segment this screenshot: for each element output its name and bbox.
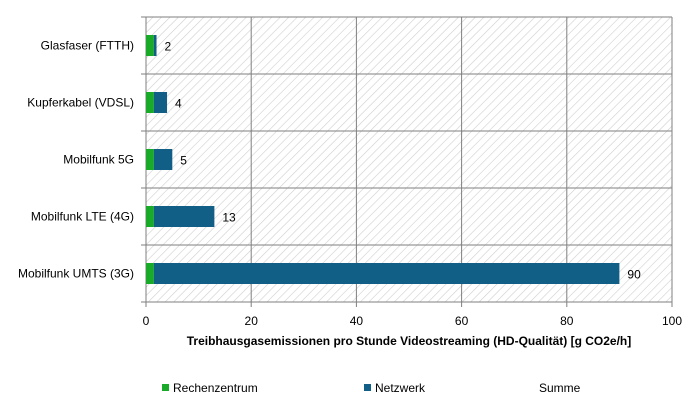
legend: Rechenzentrum Netzwerk Summe	[162, 381, 581, 395]
legend-label: Netzwerk	[375, 381, 426, 395]
bar-rechenzentrum	[146, 263, 154, 284]
bar-netzwerk	[153, 206, 215, 227]
category-label: Glasfaser (FTTH)	[41, 39, 134, 53]
x-tick-label: 20	[245, 314, 259, 328]
x-axis-title: Treibhausgasemissionen pro Stunde Videos…	[187, 334, 632, 348]
category-label: Kupferkabel (VDSL)	[27, 96, 134, 110]
x-tick-label: 100	[662, 314, 682, 328]
labels: 0 20 40 60 80 100 Glasfaser (FTTH) 2 Kupferkabel…	[18, 39, 682, 329]
total-label: 2	[165, 40, 172, 54]
x-tick-label: 0	[143, 314, 150, 328]
bar-netzwerk	[153, 263, 620, 284]
bar-rechenzentrum	[146, 206, 154, 227]
total-label: 5	[180, 154, 187, 168]
bars	[146, 35, 620, 284]
bar-netzwerk	[153, 92, 168, 113]
bar-rechenzentrum	[146, 149, 154, 170]
total-label: 4	[175, 97, 182, 111]
x-tick-label: 60	[455, 314, 469, 328]
legend-label: Rechenzentrum	[173, 381, 258, 395]
category-label: Mobilfunk 5G	[63, 153, 134, 167]
x-tick-label: 80	[560, 314, 574, 328]
x-tick-label: 40	[350, 314, 364, 328]
legend-swatch	[162, 384, 169, 391]
category-label: Mobilfunk LTE (4G)	[31, 210, 134, 224]
bar-netzwerk	[153, 35, 157, 56]
total-label: 13	[222, 211, 236, 225]
total-label: 90	[627, 268, 641, 282]
legend-swatch	[364, 384, 371, 391]
legend-label: Summe	[539, 381, 581, 395]
bar-rechenzentrum	[146, 92, 154, 113]
plot-area-background	[146, 17, 672, 302]
bar-rechenzentrum	[146, 35, 154, 56]
bar-netzwerk	[153, 149, 173, 170]
category-label: Mobilfunk UMTS (3G)	[18, 267, 134, 281]
